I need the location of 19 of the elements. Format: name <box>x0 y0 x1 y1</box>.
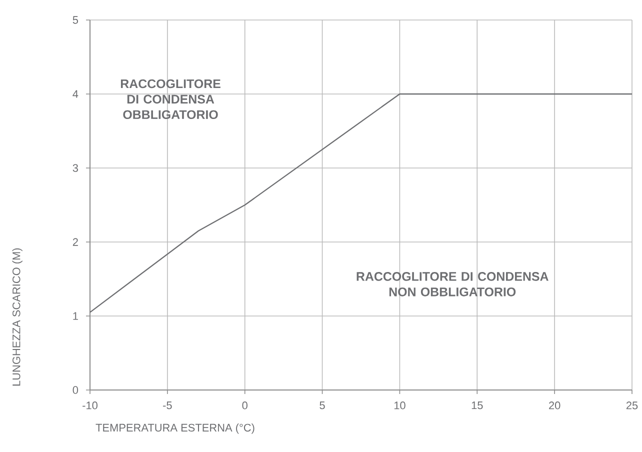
y-axis-title: LUNGHEZZA SCARICO (M) <box>12 248 22 386</box>
y-tick-label: 4 <box>72 90 78 98</box>
y-tick-label: 1 <box>73 312 78 320</box>
x-tick-label: 0 <box>242 402 248 410</box>
x-tick-label: 25 <box>626 402 638 410</box>
annotation: RACCOGLITORE DI CONDENSA NON OBBLIGATORIO <box>356 272 548 296</box>
y-tick-label: 2 <box>72 238 78 246</box>
x-tick-label: 5 <box>320 402 325 410</box>
y-tick-label: 5 <box>72 16 78 24</box>
annotation: RACCOGLITORE DI CONDENSA OBBLIGATORIO <box>120 79 220 120</box>
x-tick-label: -5 <box>163 402 172 410</box>
y-tick-label: 3 <box>72 164 78 172</box>
x-tick-label: -10 <box>82 402 98 410</box>
y-tick-label: 0 <box>72 386 78 394</box>
x-axis-title: TEMPERATURA ESTERNA (°C) <box>96 424 254 434</box>
x-tick-label: 20 <box>549 402 560 410</box>
x-tick-label: 10 <box>394 402 406 410</box>
x-tick-label: 15 <box>472 402 483 410</box>
line-series <box>89 93 633 313</box>
